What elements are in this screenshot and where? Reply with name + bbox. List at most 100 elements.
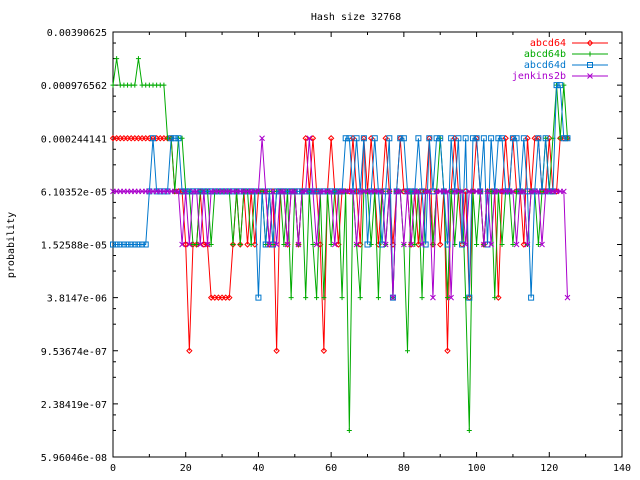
data-point bbox=[499, 135, 506, 142]
data-point bbox=[444, 295, 450, 301]
data-point bbox=[204, 241, 211, 248]
data-point bbox=[419, 188, 426, 195]
data-point bbox=[444, 347, 451, 354]
legend-label: abcd64 bbox=[530, 38, 566, 49]
data-point bbox=[175, 188, 182, 195]
data-point bbox=[306, 135, 313, 142]
legend-marker bbox=[587, 51, 593, 57]
data-point bbox=[444, 241, 451, 248]
data-point bbox=[520, 188, 527, 195]
data-point bbox=[339, 295, 345, 301]
data-point bbox=[404, 188, 411, 195]
data-point bbox=[564, 294, 571, 301]
data-point bbox=[244, 241, 251, 248]
data-point bbox=[331, 241, 338, 248]
data-point bbox=[557, 135, 563, 141]
series-line bbox=[113, 138, 568, 298]
data-point bbox=[327, 135, 335, 142]
data-point bbox=[473, 135, 480, 142]
legend-marker bbox=[587, 73, 593, 79]
data-point bbox=[353, 188, 360, 195]
data-point bbox=[513, 241, 520, 248]
data-point bbox=[477, 188, 484, 195]
y-tick-label: 5.96046e-08 bbox=[41, 453, 107, 464]
data-point bbox=[492, 295, 498, 301]
data-point bbox=[186, 188, 193, 195]
data-point bbox=[386, 188, 393, 195]
plot-area: 0 20 40 60 80 100 120 140 0.00390625 0.000976562 0… bbox=[41, 28, 631, 474]
data-point bbox=[469, 135, 476, 142]
data-point bbox=[382, 135, 389, 142]
data-point bbox=[553, 82, 560, 89]
data-point bbox=[404, 348, 410, 354]
data-point bbox=[510, 188, 516, 195]
data-point bbox=[484, 188, 491, 195]
x-tick-label: 100 bbox=[468, 463, 486, 474]
data-point bbox=[466, 294, 473, 301]
data-point bbox=[182, 188, 189, 195]
data-point bbox=[114, 56, 120, 62]
data-point bbox=[462, 241, 469, 248]
data-point bbox=[281, 188, 287, 195]
data-point bbox=[248, 242, 254, 247]
legend-marker bbox=[587, 62, 593, 68]
data-point bbox=[186, 347, 193, 354]
data-point bbox=[379, 188, 385, 195]
data-point bbox=[149, 135, 156, 142]
data-point bbox=[266, 241, 273, 248]
data-point bbox=[259, 135, 265, 142]
data-point bbox=[124, 241, 131, 248]
data-point bbox=[557, 82, 564, 89]
data-point bbox=[535, 135, 542, 142]
data-point bbox=[197, 188, 204, 195]
data-point bbox=[171, 135, 178, 142]
data-point bbox=[542, 135, 549, 142]
data-point bbox=[564, 135, 571, 142]
data-point bbox=[310, 188, 316, 195]
data-point bbox=[266, 188, 273, 195]
data-point bbox=[204, 241, 211, 248]
data-point bbox=[342, 135, 349, 142]
data-point bbox=[495, 294, 502, 301]
data-point bbox=[273, 241, 280, 248]
y-tick-label: 3.8147e-06 bbox=[47, 294, 107, 305]
y-tick-label: 6.10352e-05 bbox=[41, 187, 107, 198]
data-point bbox=[408, 188, 415, 195]
data-point bbox=[295, 188, 302, 195]
data-point bbox=[194, 242, 200, 247]
y-tick-label: 0.000244141 bbox=[41, 134, 107, 145]
x-tick-label: 40 bbox=[252, 463, 264, 474]
data-point bbox=[430, 294, 436, 301]
data-point bbox=[110, 82, 116, 88]
data-point bbox=[255, 294, 262, 301]
y-tick-label: 2.38419e-07 bbox=[41, 400, 107, 411]
data-point bbox=[314, 295, 320, 301]
legend-label: jenkins2b bbox=[512, 71, 566, 82]
data-point bbox=[382, 241, 389, 248]
data-point bbox=[353, 135, 360, 142]
data-point bbox=[204, 188, 211, 195]
data-point bbox=[120, 241, 127, 248]
x-tick-label: 20 bbox=[180, 463, 192, 474]
data-point bbox=[474, 242, 480, 247]
data-point bbox=[288, 295, 294, 301]
data-point bbox=[390, 294, 396, 301]
data-point bbox=[182, 241, 189, 248]
data-point bbox=[466, 427, 472, 433]
data-point bbox=[448, 294, 454, 301]
data-point bbox=[429, 188, 436, 195]
data-point bbox=[480, 135, 487, 142]
data-point bbox=[448, 135, 455, 142]
data-point bbox=[350, 188, 356, 195]
data-point bbox=[560, 135, 567, 142]
data-point bbox=[313, 241, 320, 248]
data-point bbox=[459, 241, 466, 248]
data-point bbox=[270, 188, 276, 195]
data-point bbox=[320, 347, 328, 354]
data-point bbox=[455, 135, 462, 142]
data-point bbox=[371, 135, 378, 142]
data-point bbox=[561, 82, 567, 88]
data-point bbox=[437, 135, 444, 142]
series-jenkins2b bbox=[110, 135, 571, 301]
